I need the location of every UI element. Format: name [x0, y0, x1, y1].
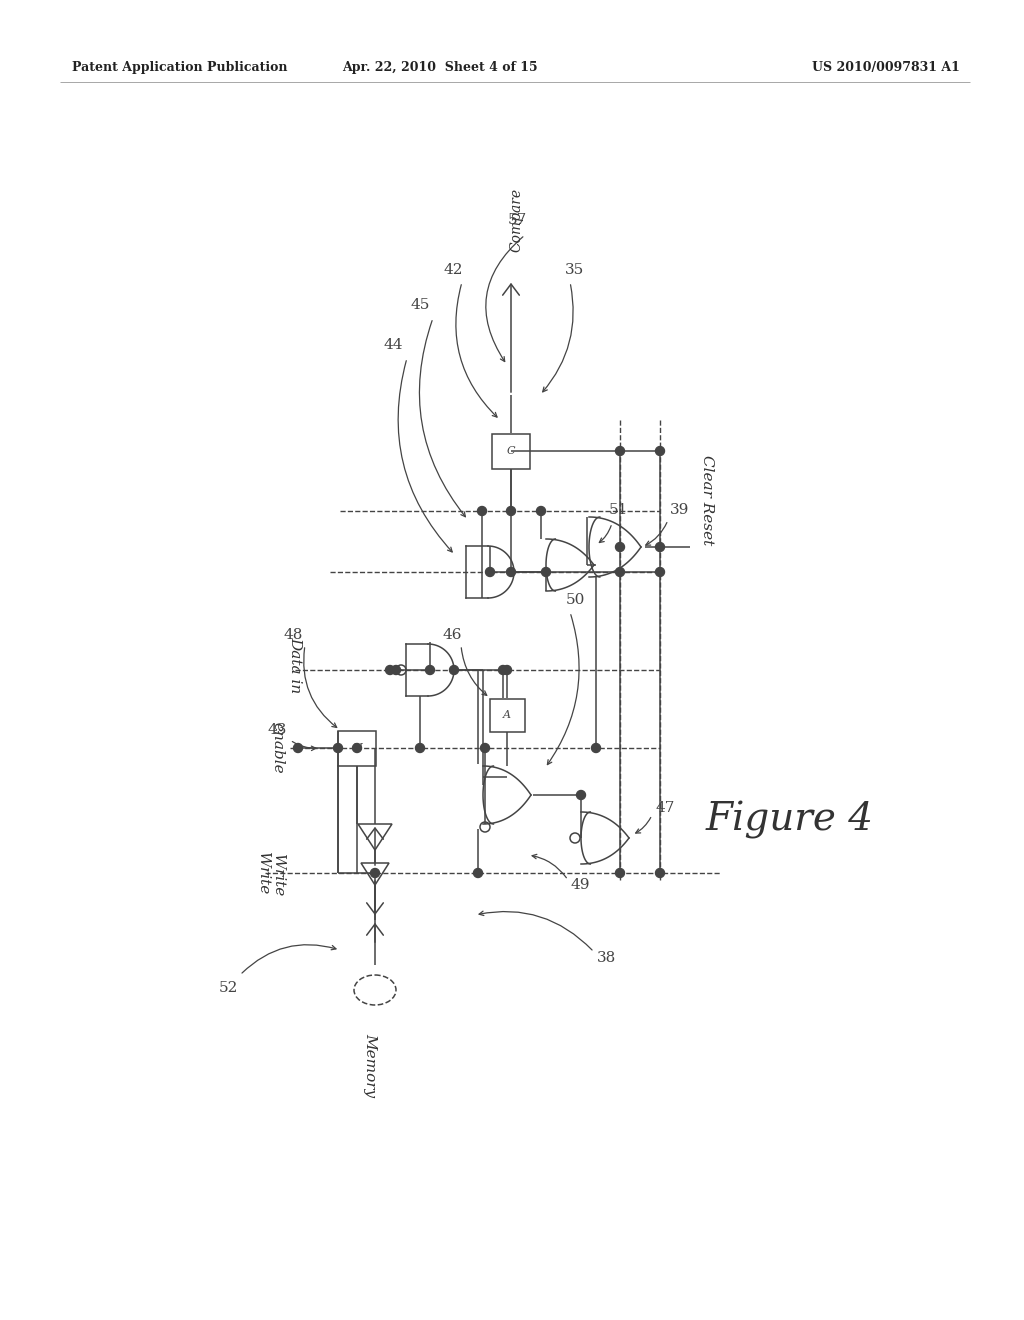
Circle shape	[426, 665, 434, 675]
Circle shape	[615, 869, 625, 878]
FancyArrowPatch shape	[479, 911, 592, 950]
FancyArrowPatch shape	[461, 648, 486, 696]
Text: Figure 4: Figure 4	[706, 801, 874, 840]
Text: enable: enable	[270, 722, 284, 774]
Circle shape	[537, 507, 546, 516]
Bar	[489, 698, 524, 731]
Text: 49: 49	[570, 878, 590, 892]
Circle shape	[577, 791, 586, 800]
Circle shape	[371, 869, 380, 878]
Text: Write: Write	[271, 854, 285, 896]
FancyArrowPatch shape	[599, 525, 611, 543]
Text: 52: 52	[218, 981, 238, 995]
Bar	[492, 433, 530, 469]
Text: 43: 43	[267, 723, 287, 737]
Text: 45: 45	[411, 298, 430, 312]
Circle shape	[294, 743, 302, 752]
Circle shape	[507, 568, 515, 577]
Circle shape	[352, 743, 361, 752]
Circle shape	[592, 743, 600, 752]
Text: 46: 46	[442, 628, 462, 642]
Text: 48: 48	[284, 628, 303, 642]
Text: Patent Application Publication: Patent Application Publication	[72, 62, 288, 74]
Text: 35: 35	[565, 263, 585, 277]
Circle shape	[615, 446, 625, 455]
Text: 42: 42	[443, 263, 463, 277]
Circle shape	[473, 869, 482, 878]
Text: N: N	[352, 743, 361, 752]
Text: 47: 47	[655, 801, 675, 814]
FancyArrowPatch shape	[456, 285, 497, 417]
Text: 44: 44	[383, 338, 402, 352]
Circle shape	[507, 507, 515, 516]
Circle shape	[485, 568, 495, 577]
Text: 51: 51	[608, 503, 628, 517]
Text: Write: Write	[256, 851, 270, 894]
FancyArrowPatch shape	[636, 817, 650, 833]
Text: Memory: Memory	[362, 1034, 377, 1097]
FancyArrowPatch shape	[292, 742, 315, 751]
Circle shape	[450, 665, 459, 675]
Circle shape	[503, 665, 512, 675]
Circle shape	[477, 507, 486, 516]
FancyArrowPatch shape	[532, 854, 566, 878]
Circle shape	[655, 869, 665, 878]
Circle shape	[655, 543, 665, 552]
Circle shape	[615, 568, 625, 577]
Bar	[338, 730, 376, 766]
Text: 50: 50	[565, 593, 585, 607]
FancyArrowPatch shape	[543, 285, 573, 392]
Text: Clear Reset: Clear Reset	[700, 455, 714, 545]
FancyArrowPatch shape	[242, 945, 336, 973]
FancyArrowPatch shape	[485, 236, 523, 362]
Text: A: A	[503, 710, 511, 719]
Text: C: C	[507, 446, 515, 455]
Text: Data in: Data in	[288, 636, 302, 693]
Text: 57: 57	[507, 213, 526, 227]
FancyArrowPatch shape	[420, 321, 465, 516]
Text: 39: 39	[671, 503, 690, 517]
Circle shape	[391, 665, 400, 675]
Text: Compare: Compare	[509, 187, 523, 252]
Circle shape	[655, 568, 665, 577]
Circle shape	[499, 665, 508, 675]
FancyArrowPatch shape	[548, 615, 580, 764]
FancyArrowPatch shape	[646, 523, 667, 545]
Text: Apr. 22, 2010  Sheet 4 of 15: Apr. 22, 2010 Sheet 4 of 15	[342, 62, 538, 74]
Circle shape	[385, 665, 394, 675]
FancyArrowPatch shape	[304, 648, 337, 727]
Circle shape	[615, 543, 625, 552]
Circle shape	[416, 743, 425, 752]
Circle shape	[480, 743, 489, 752]
Text: US 2010/0097831 A1: US 2010/0097831 A1	[812, 62, 961, 74]
Circle shape	[542, 568, 551, 577]
Circle shape	[655, 446, 665, 455]
Circle shape	[334, 743, 342, 752]
Text: 38: 38	[597, 950, 616, 965]
FancyArrowPatch shape	[398, 360, 453, 552]
